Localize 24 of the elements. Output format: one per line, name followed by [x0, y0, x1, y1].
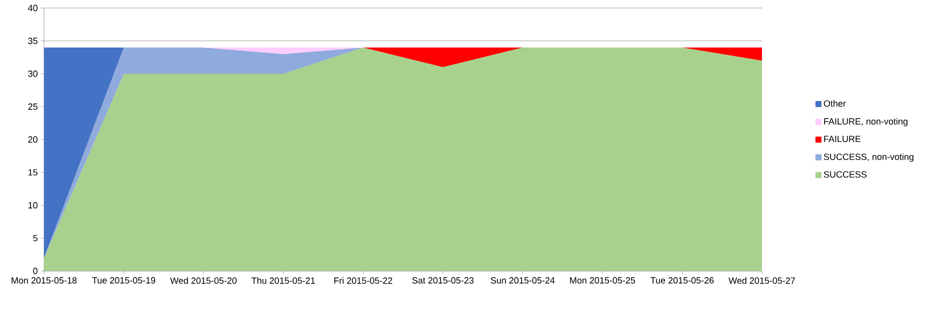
y-tick-label: 10 [28, 202, 38, 208]
y-tick-label: 30 [28, 70, 38, 77]
y-tick-label: 0 [33, 268, 38, 274]
y-tick-label: 35 [28, 38, 38, 44]
y-tick-label: 15 [28, 169, 38, 176]
x-tick-label: Fri 2015-05-22 [334, 277, 392, 284]
legend-label: Other [824, 100, 846, 107]
x-tick-label: Mon 2015-05-25 [570, 277, 636, 284]
y-tick-label: 25 [28, 103, 38, 110]
x-tick-label: Tue 2015-05-26 [650, 277, 714, 284]
x-tick-label: Sat 2015-05-23 [412, 277, 474, 284]
legend-label: FAILURE, non-voting [824, 118, 908, 126]
x-tick-label: Tue 2015-05-19 [92, 277, 156, 284]
x-tick-label: Sun 2015-05-24 [490, 277, 555, 284]
y-tick-label: 5 [33, 234, 38, 242]
y-tick-label: 40 [28, 4, 38, 12]
x-tick-label: Wed 2015-05-27 [728, 277, 795, 284]
x-tick-label: Thu 2015-05-21 [252, 277, 315, 284]
legend-label: SUCCESS, non-voting [824, 153, 914, 162]
x-tick-label: Mon 2015-05-18 [12, 277, 77, 284]
legend-label: SUCCESS [824, 171, 867, 178]
legend-label: FAILURE [824, 136, 861, 142]
x-tick-label: Wed 2015-05-20 [170, 277, 237, 284]
y-tick-label: 20 [28, 136, 38, 143]
